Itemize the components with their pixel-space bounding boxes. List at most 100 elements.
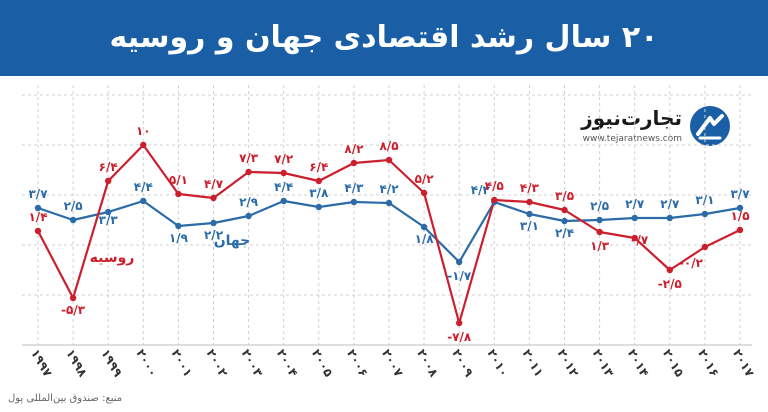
chart-grid: [22, 85, 752, 346]
russia-data-point: [210, 194, 217, 202]
russia-data-point: [280, 169, 287, 177]
russia-data-label: ۶/۴: [309, 160, 328, 174]
world-data-label: ۳/۱: [520, 219, 539, 233]
world-data-point: [69, 216, 77, 224]
x-tick-label: ۲۰۱۵: [660, 347, 687, 379]
russia-data-point: [69, 294, 77, 302]
world-data-point: [736, 204, 744, 212]
chart-x-axis: ۱۹۹۷ ۱۹۹۸ ۱۹۹۹ ۲۰۰۰ ۲۰۰۱ ۲۰۰۲ ۲۰۰۳ ۲۰۰۴ ۲۰۰۵ ۲۰۰۶…: [28, 347, 757, 380]
world-data-label: ۲/۴: [555, 226, 574, 240]
brand-name: تجارت‌نیوز: [581, 106, 682, 130]
world-data-label: ۴/۴: [274, 180, 293, 194]
world-data-label: ۱/۸: [415, 232, 435, 246]
source-note: منبع: صندوق بین‌المللی پول: [8, 393, 123, 404]
russia-data-point: [105, 177, 112, 185]
russia-data-point: [631, 234, 638, 242]
russia-data-point: [350, 159, 358, 167]
russia-data-point: [315, 177, 322, 185]
world-data-point: [596, 216, 603, 224]
russia-data-label: ۱/۴: [28, 210, 47, 224]
x-tick-label: ۲۰۰۲: [204, 347, 231, 380]
world-data-point: [350, 198, 358, 206]
world-data-label: ۲/۷: [660, 197, 680, 211]
world-data-point: [210, 219, 217, 227]
brand-url: www.tejaratnews.com: [582, 134, 682, 144]
world-data-label: ۳/۷: [730, 187, 750, 201]
russia-data-label: ۵/۱: [169, 173, 188, 187]
chart-points: [34, 141, 744, 327]
russia-data-point: [736, 226, 744, 234]
russia-data-label: -۲/۵: [658, 277, 682, 291]
x-tick-label: ۲۰۰۵: [309, 347, 336, 379]
world-data-label: ۴/۲: [379, 182, 399, 196]
world-data-point: [280, 197, 287, 205]
russia-data-label: ۳/۵: [555, 189, 574, 203]
world-data-point: [105, 208, 112, 216]
russia-data-point: [561, 206, 568, 214]
russia-data-point: [701, 243, 709, 251]
world-data-point: [140, 197, 147, 205]
world-data-point: [385, 199, 393, 207]
world-data-point: [456, 258, 463, 266]
x-tick-label: ۲۰۱۱: [519, 347, 546, 379]
world-data-point: [701, 210, 709, 218]
russia-data-label: ۰/۷: [629, 233, 649, 247]
russia-data-label: ۴/۵: [485, 179, 504, 193]
russia-data-label: ۴/۳: [520, 181, 540, 195]
x-tick-label: ۲۰۱۷: [730, 347, 757, 380]
x-tick-label: ۲۰۱۲: [555, 347, 582, 380]
world-data-label: ۴/۴: [134, 180, 153, 194]
world-data-point: [526, 210, 533, 218]
world-data-label: ۴/۳: [344, 181, 364, 195]
russia-data-label: -۷/۸: [447, 330, 472, 344]
chart-data-labels: ۳/۷ ۲/۵ ۳/۳ ۴/۴ ۱/۹ ۲/۲ ۲/۹ ۴/۴ ۳/۸ ۴/۳ ۴/۲ ۱/۸ -۱/۷…: [28, 124, 750, 344]
x-tick-label: ۲۰۰۰: [133, 347, 160, 379]
world-data-label: ۲/۲: [204, 228, 224, 242]
page-title: ۲۰ سال رشد اقتصادی جهان و روسیه: [109, 20, 659, 55]
world-data-point: [666, 214, 673, 222]
russia-data-point: [666, 266, 673, 274]
x-tick-label: ۱۹۹۷: [28, 347, 55, 380]
russia-data-point: [245, 168, 252, 176]
russia-data-label: ۵/۲: [415, 172, 435, 186]
chart-series-names: جهان روسیه: [90, 233, 251, 266]
world-data-point: [245, 212, 252, 220]
x-tick-label: ۲۰۰۷: [379, 347, 406, 380]
x-tick-label: ۲۰۰۶: [344, 347, 371, 379]
russia-data-point: [456, 319, 463, 327]
x-tick-label: ۱۹۹۸: [63, 347, 90, 380]
world-data-label: -۱/۷: [447, 269, 472, 283]
x-tick-label: ۲۰۰۱: [168, 347, 195, 379]
world-data-label: ۳/۱: [695, 193, 714, 207]
x-tick-label: ۱۹۹۹: [98, 347, 125, 380]
world-data-label: ۴/۳: [471, 183, 491, 197]
russia-data-label: ۸/۵: [379, 139, 398, 153]
world-data-point: [34, 204, 42, 212]
russia-data-point: [175, 190, 182, 198]
russia-data-point: [526, 198, 533, 206]
russia-data-label: ۷/۳: [239, 151, 259, 165]
world-data-point: [420, 223, 428, 231]
russia-data-label: ۱۰: [136, 124, 151, 138]
tejaratnews-logo-icon: [690, 106, 730, 146]
russia-data-label: ۱/۵: [730, 209, 749, 223]
world-data-label: ۱/۹: [169, 231, 189, 245]
russia-data-point: [385, 156, 393, 164]
russia-data-label: ۷/۲: [274, 152, 294, 166]
world-data-point: [561, 217, 568, 225]
x-tick-label: ۲۰۰۹: [449, 347, 476, 380]
world-data-point: [631, 214, 638, 222]
world-data-label: ۲/۵: [64, 199, 83, 213]
world-data-label: ۳/۳: [99, 213, 119, 227]
x-tick-label: ۲۰۰۴: [274, 347, 301, 379]
world-data-point: [315, 203, 322, 211]
x-tick-label: ۲۰۱۳: [590, 347, 617, 380]
world-data-label: ۳/۷: [28, 187, 48, 201]
russia-data-label: ۸/۲: [344, 142, 364, 156]
russia-data-point: [491, 196, 498, 204]
russia-data-label: ۶/۴: [99, 160, 118, 174]
world-data-label: ۲/۷: [625, 197, 645, 211]
brand-logo-block: تجارت‌نیوز www.tejaratnews.com: [532, 104, 732, 150]
header-bar: [0, 0, 768, 76]
